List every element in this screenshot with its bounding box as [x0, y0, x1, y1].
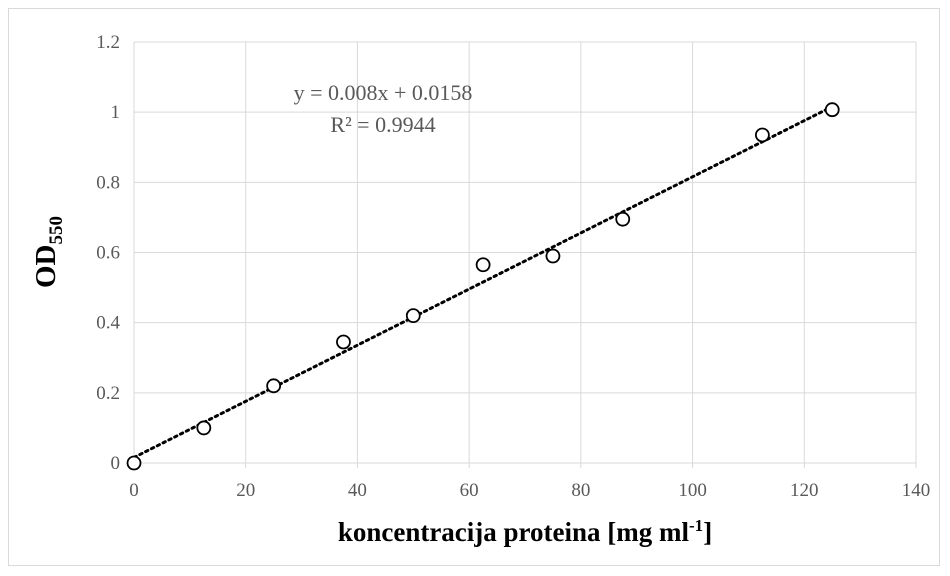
y-tick-label: 0.2 [96, 383, 120, 404]
data-point [266, 378, 282, 394]
data-point [615, 211, 631, 227]
x-tick-label: 40 [348, 480, 367, 501]
y-tick-label: 0 [111, 453, 121, 474]
x-axis-title: koncentracija proteina [mg ml-1] [338, 516, 712, 547]
x-tick-label: 80 [571, 480, 590, 501]
y-tick-label: 1 [111, 102, 121, 123]
tick-labels: 0 0.2 0.4 0.6 0.8 1 1.2 0 20 40 60 80 100 120 140 [96, 32, 930, 501]
data-point [196, 420, 212, 436]
x-tick-label: 120 [790, 480, 819, 501]
data-point [126, 455, 142, 471]
trendline [132, 105, 834, 459]
y-axis-title-main: OD [30, 245, 62, 289]
y-tick-label: 0.6 [96, 243, 120, 264]
data-point [336, 334, 351, 350]
data-point [824, 102, 840, 118]
y-axis-title: OD550 [30, 216, 67, 288]
x-tick-label: 140 [902, 480, 931, 501]
x-tick-label: 20 [236, 480, 255, 501]
data-point [754, 127, 770, 143]
trendline-group [132, 105, 834, 459]
y-tick-label: 0.8 [96, 172, 120, 193]
x-axis-title-superscript: -1 [689, 516, 703, 535]
data-point [475, 257, 491, 273]
data-point [545, 248, 561, 264]
x-tick-label: 60 [460, 480, 479, 501]
axes [133, 42, 917, 468]
x-axis-title-main: koncentracija proteina [mg ml [338, 517, 690, 547]
y-axis-title-subscript: 550 [46, 216, 67, 245]
x-tick-label: 0 [129, 480, 139, 501]
y-tick-label: 0.4 [96, 313, 120, 334]
data-points [126, 102, 840, 471]
y-tick-label: 1.2 [96, 32, 120, 53]
trendline-equation: y = 0.008x + 0.0158 [294, 80, 473, 105]
x-axis-title-close: ] [703, 517, 712, 547]
r-squared-label: R² = 0.9944 [330, 112, 435, 137]
x-tick-label: 100 [678, 480, 707, 501]
data-point [405, 308, 421, 324]
